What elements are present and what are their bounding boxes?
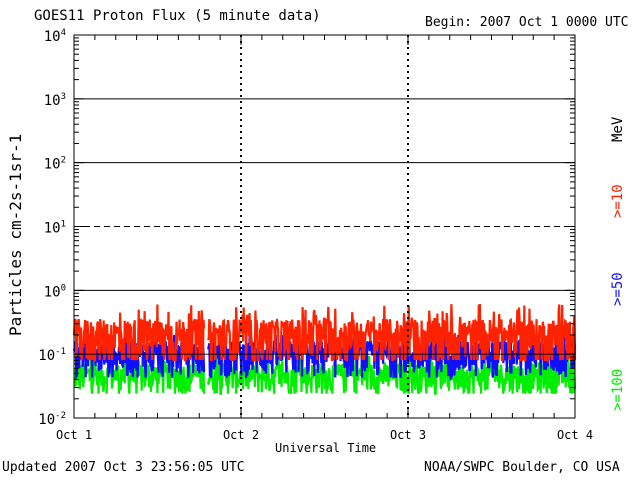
plot-frame xyxy=(73,34,576,419)
y-tick-label: 103 xyxy=(44,92,66,109)
y-tick-label: 104 xyxy=(44,28,66,45)
begin-time: Begin: 2007 Oct 1 0000 UTC xyxy=(425,15,629,30)
x-axis-label: Universal Time xyxy=(275,441,377,455)
ge50-label: >=50 xyxy=(610,272,626,306)
y-tick-label: 100 xyxy=(44,283,66,300)
series-line-1 xyxy=(72,303,577,364)
x-tick-label: Oct 1 xyxy=(56,428,92,442)
x-tick-label: Oct 4 xyxy=(557,428,593,442)
x-tick-label: Oct 3 xyxy=(390,428,426,442)
updated-time: Updated 2007 Oct 3 23:56:05 UTC xyxy=(2,460,245,475)
y-axis-label-text: Particles cm-2s-1sr-1 xyxy=(6,133,25,336)
unit-label: MeV xyxy=(610,116,626,142)
y-tick-label: 10-2 xyxy=(38,411,66,428)
ge10-label: >=10 xyxy=(610,184,626,218)
y-axis-label: Particles cm-2s-1sr-1 xyxy=(6,134,25,336)
chart-title: GOES11 Proton Flux (5 minute data) xyxy=(34,8,321,24)
y-tick-label: 102 xyxy=(44,156,66,173)
y-tick-label: 101 xyxy=(44,220,66,237)
credit-text: NOAA/SWPC Boulder, CO USA xyxy=(424,460,620,475)
ge100-label: >=100 xyxy=(610,368,626,411)
x-tick-label: Oct 2 xyxy=(223,428,259,442)
y-tick-label: 10-1 xyxy=(38,347,66,364)
